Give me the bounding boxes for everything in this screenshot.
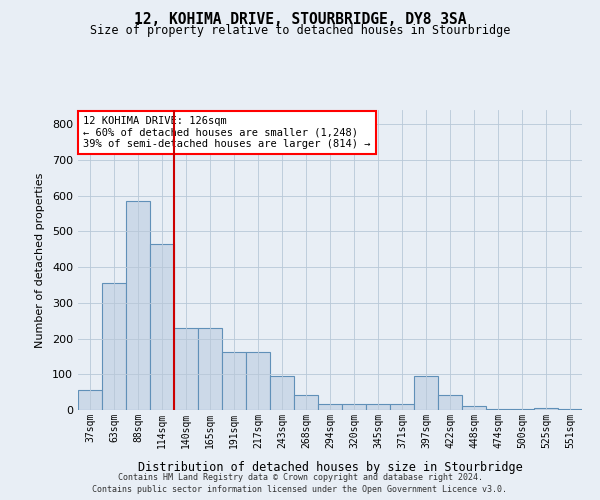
Bar xyxy=(78,390,102,410)
Bar xyxy=(150,244,174,410)
Bar xyxy=(246,352,270,410)
Bar xyxy=(342,404,366,410)
Text: Contains HM Land Registry data © Crown copyright and database right 2024.
Contai: Contains HM Land Registry data © Crown c… xyxy=(92,472,508,494)
Bar xyxy=(126,201,150,410)
Y-axis label: Number of detached properties: Number of detached properties xyxy=(35,172,45,348)
Bar xyxy=(390,404,414,410)
Bar xyxy=(534,408,558,410)
Bar xyxy=(438,395,462,410)
Bar xyxy=(294,395,318,410)
Bar xyxy=(102,283,126,410)
Bar xyxy=(270,376,294,410)
Text: 12 KOHIMA DRIVE: 126sqm
← 60% of detached houses are smaller (1,248)
39% of semi: 12 KOHIMA DRIVE: 126sqm ← 60% of detache… xyxy=(83,116,371,149)
Bar xyxy=(174,328,198,410)
Text: Distribution of detached houses by size in Stourbridge: Distribution of detached houses by size … xyxy=(137,461,523,474)
Text: Size of property relative to detached houses in Stourbridge: Size of property relative to detached ho… xyxy=(90,24,510,37)
Bar xyxy=(318,404,342,410)
Bar xyxy=(198,328,222,410)
Bar xyxy=(366,404,390,410)
Text: 12, KOHIMA DRIVE, STOURBRIDGE, DY8 3SA: 12, KOHIMA DRIVE, STOURBRIDGE, DY8 3SA xyxy=(134,12,466,28)
Bar xyxy=(222,352,246,410)
Bar xyxy=(414,376,438,410)
Bar xyxy=(462,406,486,410)
